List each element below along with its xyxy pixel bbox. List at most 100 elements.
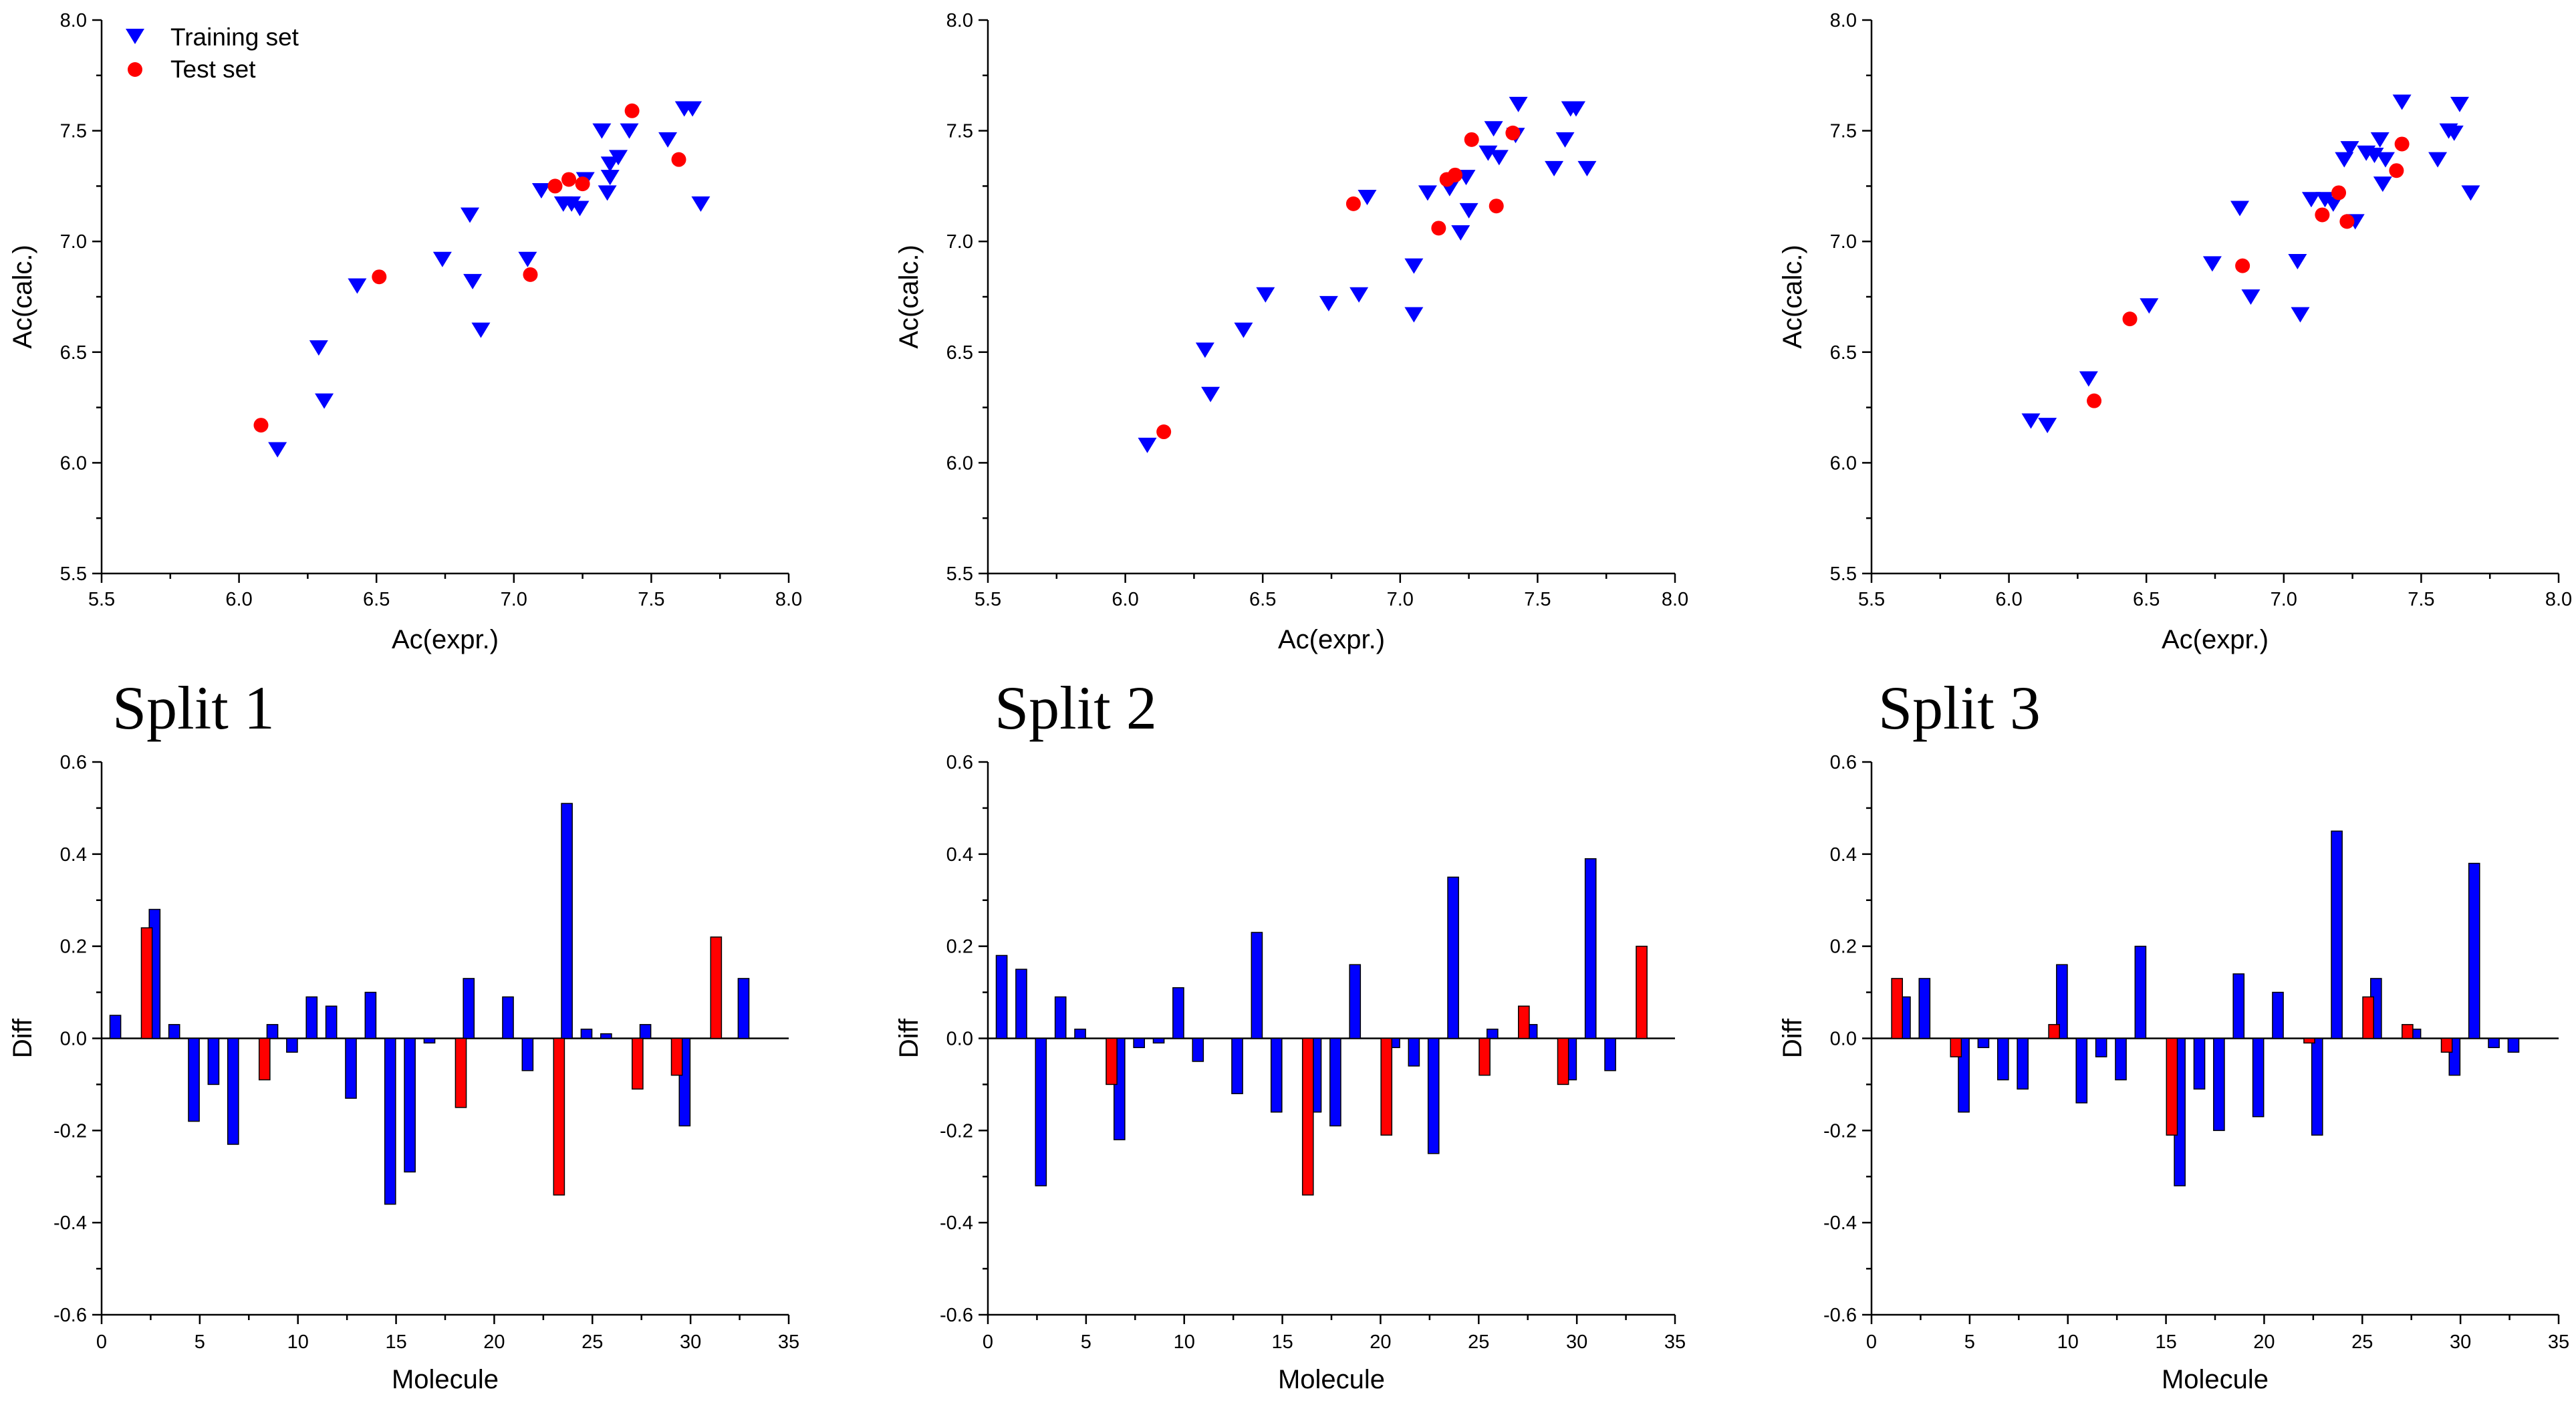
x-tick-label: 0 — [96, 1331, 107, 1353]
training-point — [2241, 289, 2261, 305]
x-axis-title: Ac(expr.) — [392, 625, 499, 654]
training-point — [2444, 125, 2464, 141]
training-point — [1349, 287, 1369, 303]
x-tick-label: 30 — [2450, 1331, 2471, 1353]
training-point — [691, 196, 711, 212]
y-tick-label: -0.6 — [53, 1305, 87, 1326]
x-tick-label: 5.5 — [975, 589, 1001, 610]
training-point — [2340, 141, 2359, 157]
training-point — [2230, 201, 2250, 217]
y-tick-label: 6.0 — [60, 453, 87, 474]
x-tick-label: 5 — [1964, 1331, 1975, 1353]
x-tick-label: 15 — [2155, 1331, 2176, 1353]
test-point — [2339, 214, 2355, 229]
training-point — [2323, 196, 2343, 212]
training-bar — [1604, 1037, 1616, 1071]
y-tick-label: 6.0 — [946, 453, 973, 474]
training-point — [592, 123, 612, 139]
training-point — [1566, 101, 1585, 117]
x-axis-title: Ac(expr.) — [2162, 625, 2269, 654]
training-bar — [1997, 1037, 2009, 1081]
test-point — [372, 269, 387, 285]
legend-test-marker — [128, 62, 142, 77]
training-bar — [1015, 969, 1027, 1039]
x-tick-label: 0 — [1866, 1331, 1877, 1353]
test-bar — [1518, 1005, 1530, 1039]
training-point — [1404, 307, 1424, 323]
training-point — [1256, 287, 1275, 303]
y-tick-label: -0.4 — [53, 1212, 87, 1234]
test-bar — [1636, 945, 1648, 1039]
test-bar — [553, 1037, 565, 1196]
training-point — [1319, 295, 1338, 311]
training-bar — [1035, 1037, 1047, 1186]
y-tick-label: -0.2 — [940, 1120, 973, 1142]
test-point — [2315, 207, 2330, 223]
x-tick-label: 35 — [2548, 1331, 2569, 1353]
x-tick-label: 5 — [1081, 1331, 1091, 1353]
test-bar — [258, 1037, 271, 1081]
training-point — [348, 278, 367, 294]
split-3-title: Split 3 — [1878, 674, 2041, 742]
training-point — [2140, 298, 2159, 314]
training-point — [2021, 413, 2041, 429]
training-point — [1478, 145, 1498, 161]
training-bar — [580, 1028, 593, 1039]
training-bar — [2075, 1037, 2088, 1104]
x-tick-label: 7.0 — [2271, 589, 2297, 610]
y-tick-label: 5.5 — [946, 563, 973, 585]
training-bar — [227, 1037, 239, 1145]
training-bar — [168, 1024, 180, 1039]
training-point — [683, 101, 702, 117]
split-2-diff: 0 5 10 15 20 25 30 35 -0.6 -0.4 -0.2 0.0 0.2 0.4 0.6 Mo… — [894, 752, 1686, 1394]
x-tick-label: 5 — [195, 1331, 205, 1353]
training-bar — [345, 1037, 357, 1099]
x-axis-title: Molecule — [2162, 1365, 2269, 1394]
training-point — [1234, 322, 1253, 338]
test-bar — [2440, 1037, 2453, 1053]
training-point — [1459, 203, 1478, 219]
training-bar — [639, 1024, 652, 1039]
y-tick-label: 7.5 — [60, 121, 87, 142]
training-point — [1545, 160, 1564, 176]
training-bar — [2507, 1037, 2520, 1053]
training-bar — [1192, 1037, 1204, 1062]
training-point — [268, 442, 287, 458]
x-axis-title: Molecule — [392, 1365, 499, 1394]
training-bar — [404, 1037, 416, 1173]
test-point — [1505, 125, 1521, 140]
training-bar — [423, 1037, 436, 1044]
training-point — [518, 251, 537, 267]
x-tick-label: 7.5 — [1524, 589, 1551, 610]
training-bar — [1172, 987, 1184, 1039]
x-tick-label: 10 — [287, 1331, 309, 1353]
training-bar — [305, 996, 318, 1039]
y-tick-label: 0.2 — [60, 936, 87, 958]
y-tick-label: 7.0 — [60, 231, 87, 253]
training-point — [600, 156, 620, 172]
x-tick-label: 6.0 — [225, 589, 252, 610]
training-bar — [463, 978, 475, 1039]
y-tick-label: 8.0 — [946, 10, 973, 31]
split-2-title: Split 2 — [995, 674, 1157, 742]
test-point — [2087, 393, 2102, 408]
training-bar — [2115, 1037, 2127, 1081]
test-bar — [2166, 1037, 2178, 1136]
split-1-diff: 0 5 10 15 20 25 30 35 -0.6 -0.4 -0.2 0.0 0.2 0.4 0.6 Mo… — [8, 752, 799, 1394]
training-bar — [1408, 1037, 1420, 1067]
y-tick-label: 0.4 — [60, 844, 87, 866]
y-tick-label: 5.5 — [60, 563, 87, 585]
y-tick-label: 6.5 — [946, 342, 973, 364]
x-tick-label: 10 — [1174, 1331, 1195, 1353]
split-3-scatter: 5.5 6.0 6.5 7.0 7.5 8.0 5.5 6.0 6.5 7.0 7.5 8.0 Ac(e… — [1778, 10, 2572, 654]
y-tick-label: 5.5 — [1830, 563, 1857, 585]
split-3-diff: 0 5 10 15 20 25 30 35 -0.6 -0.4 -0.2 0.0 0.2 0.4 0.6 Mo… — [1778, 752, 2569, 1394]
training-bar — [1349, 964, 1362, 1039]
test-point — [2122, 311, 2138, 327]
x-tick-label: 6.5 — [363, 589, 390, 610]
training-bar — [1447, 876, 1459, 1039]
training-point — [2370, 132, 2390, 148]
legend-training-label: Training set — [170, 23, 299, 51]
